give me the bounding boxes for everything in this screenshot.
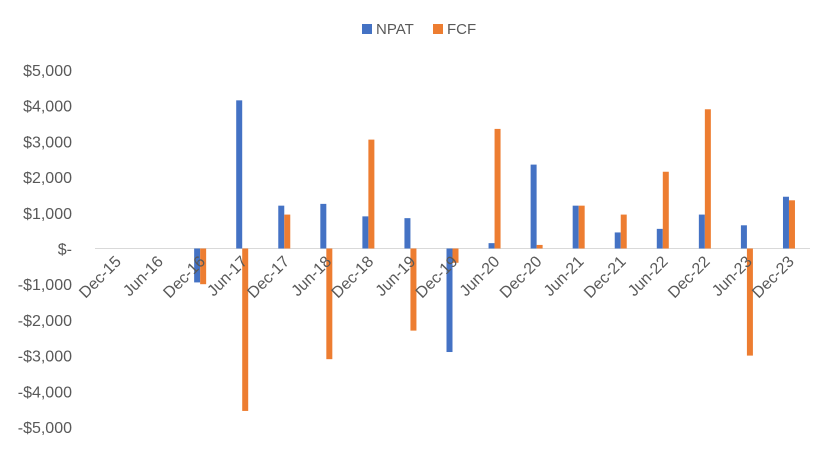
bar-fcf-jun-18 [326, 248, 333, 360]
x-tick-label: Jun-20 [457, 253, 504, 300]
bar-fcf-dec-21 [620, 214, 627, 249]
x-tick-label: Dec-15 [76, 253, 125, 302]
bar-npat-jun-22 [656, 228, 663, 249]
x-axis: Dec-15Jun-16Dec-16Jun-17Dec-17Jun-18Dec-… [76, 253, 798, 302]
x-tick-label: Dec-21 [581, 253, 630, 302]
y-tick-label: -$5,000 [18, 420, 72, 437]
bar-fcf-jun-19 [410, 248, 417, 331]
y-tick-label: $1,000 [23, 206, 72, 223]
bar-npat-dec-18 [362, 216, 369, 249]
bar-npat-jun-18 [320, 203, 327, 249]
bar-fcf-jun-21 [578, 205, 585, 249]
bar-fcf-dec-19 [452, 248, 459, 263]
bar-npat-dec-20 [530, 164, 537, 249]
bar-npat-dec-19 [446, 248, 453, 353]
y-tick-label: $5,000 [23, 63, 72, 80]
bar-npat-dec-16 [194, 248, 201, 283]
x-tick-label: Dec-19 [413, 253, 462, 302]
bar-fcf-jun-17 [242, 248, 249, 411]
y-tick-label: $2,000 [23, 170, 72, 187]
legend-label-npat: NPAT [376, 21, 414, 38]
bar-fcf-dec-23 [788, 200, 795, 249]
x-tick-label: Jun-16 [120, 253, 167, 300]
bar-npat-jun-23 [740, 225, 747, 249]
bar-npat-dec-21 [614, 232, 621, 249]
bar-fcf-dec-17 [284, 214, 291, 249]
x-tick-label: Dec-18 [329, 253, 378, 302]
bar-fcf-dec-18 [368, 139, 375, 249]
x-tick-label: Dec-20 [497, 253, 546, 302]
bar-fcf-dec-22 [704, 109, 711, 249]
bar-fcf-dec-16 [200, 248, 207, 285]
x-tick-label: Jun-22 [625, 253, 672, 300]
bar-fcf-jun-20 [494, 128, 501, 249]
y-tick-label: $- [58, 242, 72, 259]
y-axis: $5,000 $4,000 $3,000 $2,000 $1,000 $- -$1,000 -… [18, 63, 810, 437]
bar-npat-jun-21 [572, 205, 579, 249]
bar-npat-jun-17 [236, 100, 243, 249]
x-tick-label: Dec-23 [749, 253, 798, 302]
legend: NPAT FCF [362, 21, 476, 38]
bar-npat-jun-20 [488, 243, 495, 249]
legend-swatch-npat [362, 24, 372, 34]
legend-swatch-fcf [433, 24, 443, 34]
y-tick-label: -$4,000 [18, 384, 72, 401]
y-tick-label: -$3,000 [18, 349, 72, 366]
bar-npat-jun-19 [404, 218, 411, 249]
y-tick-label: -$2,000 [18, 313, 72, 330]
bar-npat-dec-17 [278, 205, 285, 249]
legend-label-fcf: FCF [447, 21, 476, 38]
x-tick-label: Dec-17 [245, 253, 294, 302]
y-tick-label: -$1,000 [18, 277, 72, 294]
bar-npat-dec-23 [782, 196, 789, 249]
bar-fcf-jun-22 [662, 171, 669, 249]
bar-fcf-jun-23 [746, 248, 753, 356]
bar-npat-dec-22 [698, 214, 705, 249]
y-tick-label: $4,000 [23, 99, 72, 116]
bar-fcf-dec-20 [536, 244, 543, 249]
bars [194, 100, 795, 411]
y-tick-label: $3,000 [23, 134, 72, 151]
x-tick-label: Jun-21 [541, 253, 588, 300]
x-tick-label: Dec-22 [665, 253, 714, 302]
